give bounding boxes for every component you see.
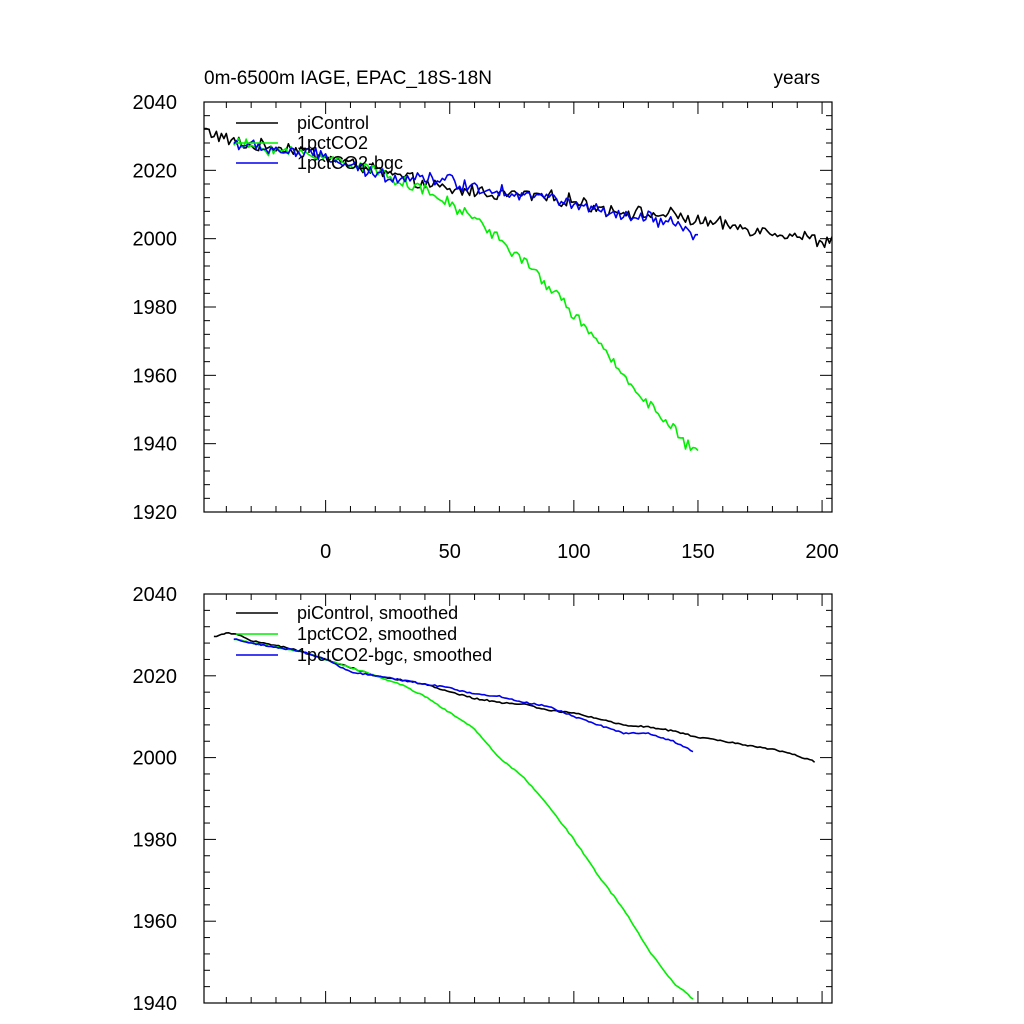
- legend-label: 1pctCO2-bgc, smoothed: [297, 645, 492, 665]
- y-tick-label: 2020: [133, 160, 178, 182]
- y-tick-label: 1940: [133, 434, 178, 456]
- y-tick-label: 1960: [133, 365, 178, 387]
- legend-label: 1pctCO2, smoothed: [297, 624, 457, 644]
- chart-title: 0m-6500m IAGE, EPAC_18S-18N: [204, 68, 492, 89]
- y-tick-label: 2020: [133, 666, 178, 688]
- legend-label: 1pctCO2: [297, 133, 368, 153]
- y-tick-label: 2000: [133, 229, 178, 251]
- series-line-1pctco2: [233, 137, 699, 452]
- y-tick-label: 1940: [133, 993, 178, 1015]
- series-line-1pctco2-smoothed: [233, 638, 694, 1000]
- series-line-1pctco2-bgc: [233, 139, 698, 241]
- legend-label: piControl: [297, 113, 369, 133]
- y-tick-label: 2040: [133, 92, 178, 114]
- x-tick-label: 100: [557, 541, 590, 563]
- y-tick-label: 1920: [133, 502, 178, 524]
- y-tick-label: 1980: [133, 829, 178, 851]
- bottom-panel: 1940 1960 1980 2000 2020 2040 piControl, smoot…: [133, 584, 833, 1015]
- y-tick-label: 1960: [133, 911, 178, 933]
- y-tick-label: 2000: [133, 748, 178, 770]
- x-tick-label: 150: [681, 541, 714, 563]
- y-tick-label: 1980: [133, 297, 178, 319]
- x-tick-label: 200: [805, 541, 838, 563]
- y-tick-label: 2040: [133, 584, 178, 606]
- legend-label: piControl, smoothed: [297, 603, 458, 623]
- top-panel: 1920 1940 1960 1980 2000 2020 2040 0 50 100 150 200…: [133, 92, 839, 563]
- x-tick-label: 0: [320, 541, 331, 563]
- x-tick-label: 50: [439, 541, 461, 563]
- units-label: years: [774, 68, 820, 89]
- legend-label: 1pctCO2-bgc: [297, 153, 403, 173]
- series-line-1pctco2-bgc-smoothed: [233, 638, 694, 753]
- plot-frame: [203, 593, 833, 1004]
